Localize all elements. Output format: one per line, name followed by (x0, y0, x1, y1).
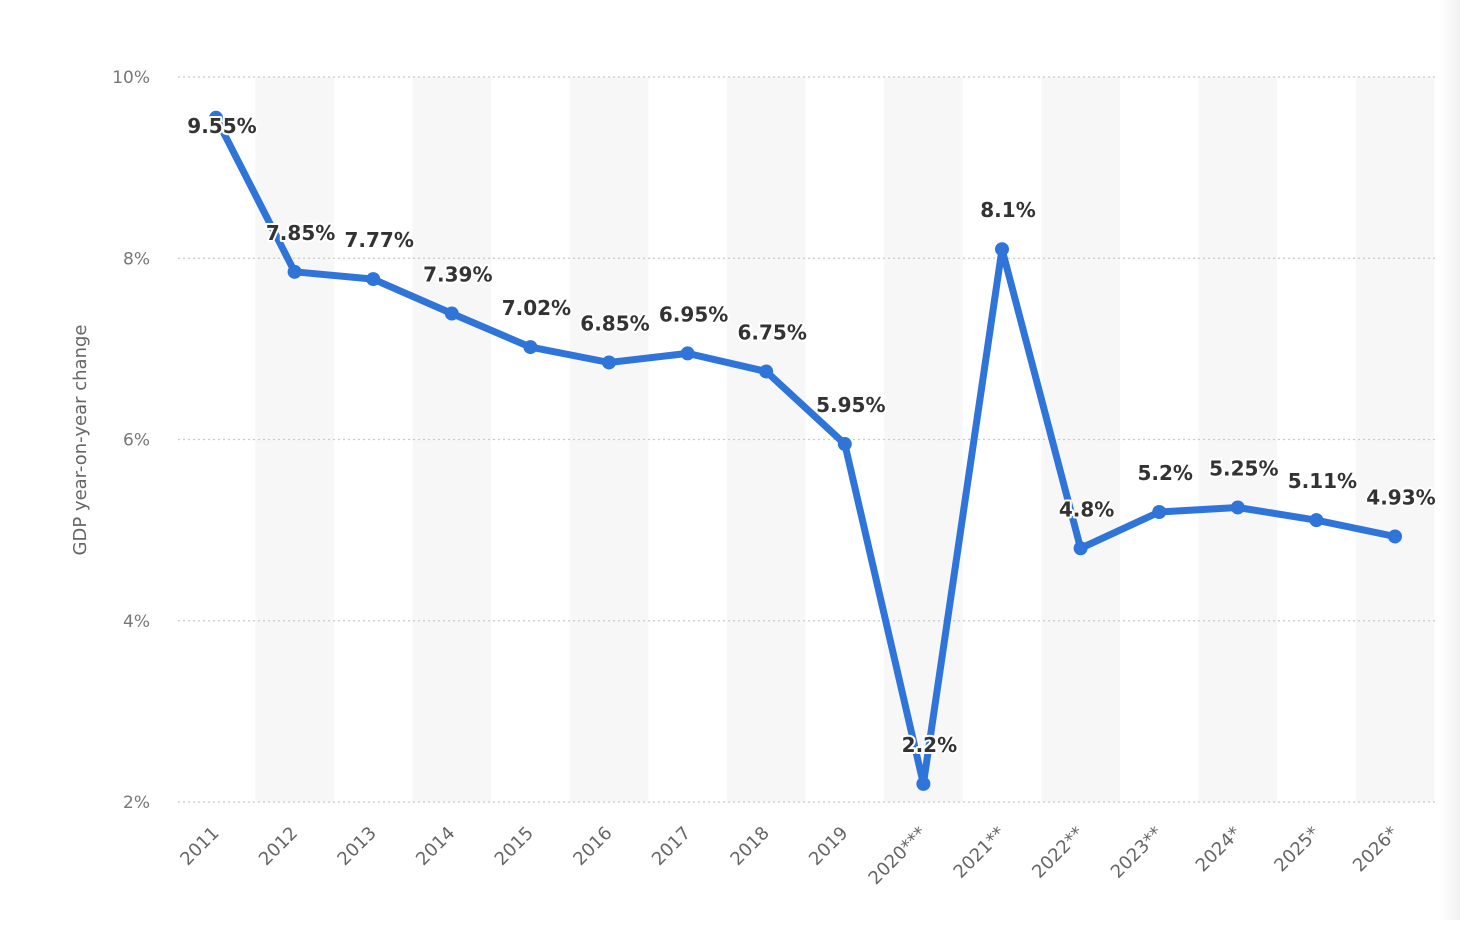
y-tick-label: 4% (123, 612, 150, 632)
x-tick-label: 2020*** (865, 823, 931, 889)
data-label: 6.95% (659, 302, 728, 326)
data-point (759, 364, 774, 379)
x-tick-label: 2021** (950, 823, 1010, 883)
data-label: 5.25% (1209, 456, 1278, 480)
data-label: 7.39% (423, 263, 492, 287)
data-point (444, 306, 459, 321)
x-tick-label: 2023** (1107, 823, 1167, 883)
data-point (1309, 513, 1324, 528)
data-point (1230, 500, 1245, 515)
series-line (212, 114, 1399, 788)
data-point (837, 437, 852, 452)
data-point (995, 242, 1009, 257)
data-label: 7.85% (266, 221, 335, 245)
data-label: 5.95% (816, 393, 885, 417)
x-tick-label: 2013 (333, 823, 380, 870)
data-label: 7.02% (502, 296, 571, 320)
y-axis-ticks: 2% 4% 6% 8% 10% (112, 68, 150, 813)
data-point (916, 776, 931, 791)
data-label: 5.11% (1288, 469, 1357, 493)
data-points (209, 110, 1402, 791)
y-tick-label: 2% (123, 793, 150, 813)
x-tick-label: 2014 (412, 823, 459, 870)
data-point (366, 272, 381, 287)
data-label: 6.75% (738, 321, 807, 345)
x-tick-label: 2025* (1270, 823, 1324, 877)
y-tick-label: 6% (123, 431, 150, 451)
x-tick-label: 2022** (1028, 823, 1088, 883)
x-tick-label: 2024* (1192, 823, 1246, 877)
data-label: 9.55% (187, 114, 256, 138)
column-band (1198, 77, 1278, 802)
data-label: 7.77% (345, 228, 414, 252)
y-tick-label: 10% (112, 68, 150, 88)
data-point (1152, 505, 1167, 519)
scroll-edge (1440, 0, 1460, 920)
data-label: 8.1% (980, 198, 1035, 222)
x-tick-label: 2016 (569, 823, 616, 870)
data-labels: 9.55% 7.85% 7.77% 7.39% 7.02% 6.85% 6.95% 6.75%… (185, 112, 1437, 759)
x-tick-label: 2015 (491, 823, 538, 870)
data-point (680, 346, 695, 361)
y-tick-label: 8% (123, 249, 150, 269)
data-point (602, 355, 616, 370)
data-label: 6.85% (580, 311, 649, 335)
data-point (209, 110, 223, 125)
data-point (287, 264, 302, 279)
x-axis-ticks: 2011 2012 2013 2014 2015 2016 2017 2018 2019 2020… (176, 823, 1402, 889)
data-point (1388, 529, 1402, 544)
x-tick-label: 2012 (255, 823, 302, 870)
data-label: 2.2% (902, 733, 957, 757)
x-tick-label: 2026* (1349, 823, 1403, 877)
data-point (1073, 541, 1088, 556)
x-tick-label: 2018 (726, 823, 773, 870)
x-tick-label: 2011 (176, 823, 223, 870)
x-tick-label: 2017 (648, 823, 695, 870)
data-point (523, 340, 538, 355)
data-label: 4.8% (1059, 497, 1114, 521)
y-axis-label: GDP year-on-year change (70, 325, 91, 556)
data-label: 5.2% (1137, 461, 1192, 485)
x-tick-label: 2019 (805, 823, 852, 870)
data-label: 4.93% (1366, 485, 1435, 509)
